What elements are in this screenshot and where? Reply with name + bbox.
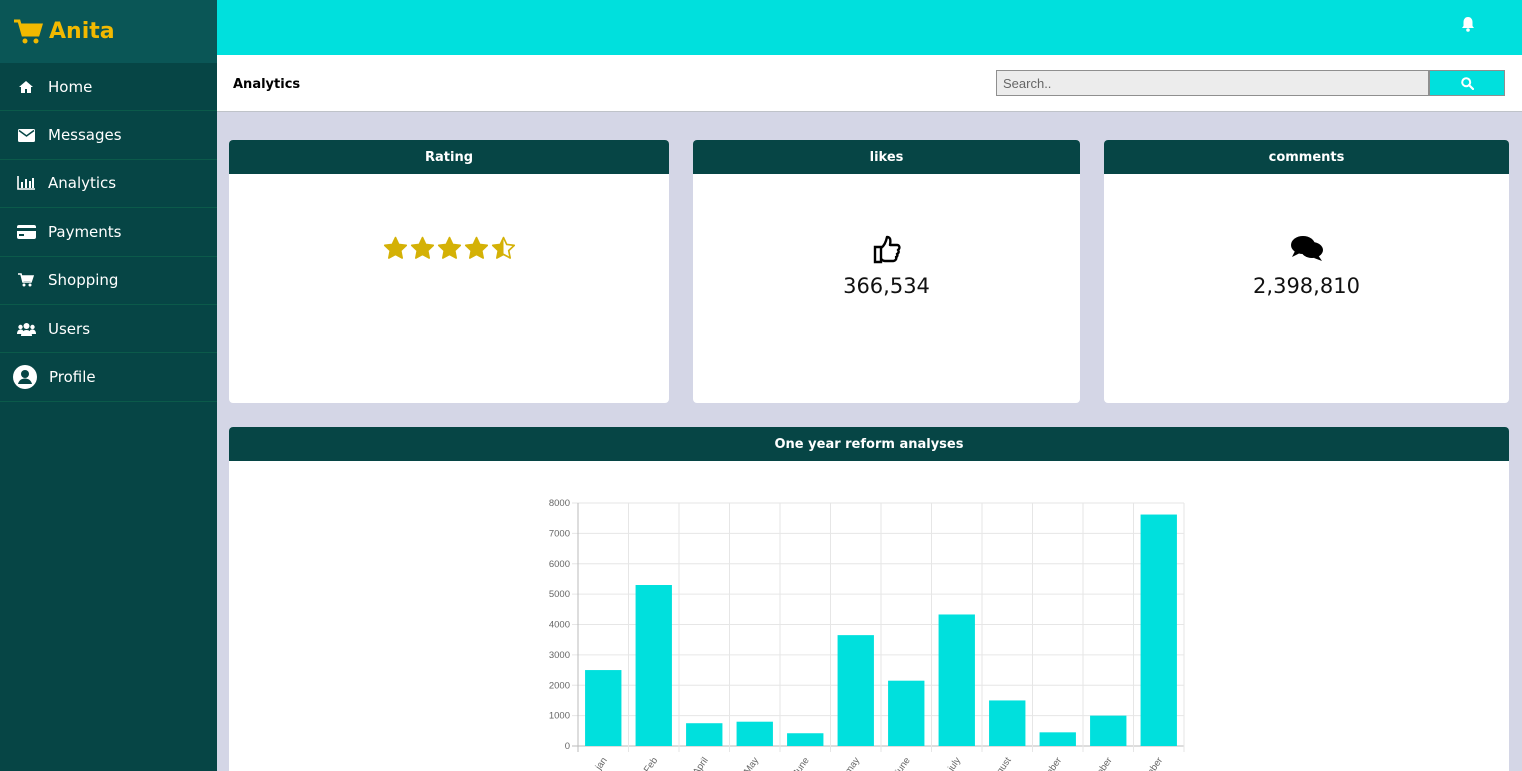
brand[interactable]: Anita xyxy=(0,0,217,63)
x-tick-label: April xyxy=(691,755,711,771)
page-title: Analytics xyxy=(233,77,301,92)
y-tick-label: 0 xyxy=(565,741,570,752)
search-button[interactable] xyxy=(1429,70,1505,96)
bell-icon[interactable] xyxy=(1461,16,1475,32)
star-full-icon xyxy=(464,236,488,259)
star-full-icon xyxy=(410,236,434,259)
x-tick-label: mber xyxy=(1144,755,1165,771)
sidebar-item-label: Profile xyxy=(49,368,96,387)
page-header: Analytics xyxy=(217,55,1522,112)
bar[interactable] xyxy=(1039,732,1076,746)
likes-card-title: likes xyxy=(693,140,1080,174)
sidebar-item-users[interactable]: Users xyxy=(0,305,217,354)
bar[interactable] xyxy=(989,700,1026,746)
bar[interactable] xyxy=(787,733,824,746)
bar[interactable] xyxy=(585,670,622,746)
bar[interactable] xyxy=(1140,514,1177,746)
star-full-icon xyxy=(437,236,461,259)
cart-icon xyxy=(16,270,36,290)
cart-icon xyxy=(14,19,43,43)
likes-card: likes 366,534 xyxy=(693,140,1080,403)
star-rating xyxy=(229,236,669,261)
y-tick-label: 7000 xyxy=(549,528,570,539)
bar[interactable] xyxy=(635,585,672,746)
x-tick-label: june xyxy=(893,755,913,771)
x-tick-label: May xyxy=(742,755,761,771)
x-tick-label: ober xyxy=(1095,755,1115,771)
sidebar-item-label: Messages xyxy=(48,126,122,145)
bar[interactable] xyxy=(837,635,874,746)
y-tick-label: 5000 xyxy=(549,589,570,600)
x-tick-label: july xyxy=(945,755,963,771)
bar-chart: 0 1000 2000 3000 4000 5000 6000 7000 8000 jan Feb A… xyxy=(549,498,1185,771)
bar-chart-icon xyxy=(16,173,36,193)
y-tick-label: 4000 xyxy=(549,620,570,631)
chart-card: One year reform analyses 0 1000 2000 3000 40… xyxy=(229,427,1509,771)
credit-card-icon xyxy=(16,222,36,242)
x-tick-label: Feb xyxy=(642,755,660,771)
sidebar-item-label: Payments xyxy=(48,222,122,241)
home-icon xyxy=(16,77,36,97)
comments-card-title: comments xyxy=(1104,140,1509,174)
x-tick-label: June xyxy=(791,755,812,771)
sidebar-item-label: Analytics xyxy=(48,174,117,193)
search-icon xyxy=(1460,76,1474,90)
bar[interactable] xyxy=(938,614,975,746)
comments-icon xyxy=(1104,234,1509,262)
likes-count: 366,534 xyxy=(843,274,930,298)
x-tick-label: ember xyxy=(1040,755,1064,771)
x-tick-label: ugust xyxy=(991,755,1014,771)
sidebar-item-label: Users xyxy=(48,319,91,338)
users-icon xyxy=(16,319,36,339)
user-circle-icon xyxy=(13,365,37,390)
thumbs-up-icon xyxy=(693,234,1080,264)
rating-card: Rating xyxy=(229,140,669,403)
y-tick-label: 6000 xyxy=(549,559,570,570)
sidebar-item-label: Shopping xyxy=(48,271,119,290)
sidebar: Anita Home Messages Analytics Payments S… xyxy=(0,0,217,771)
sidebar-item-home[interactable]: Home xyxy=(0,63,217,112)
sidebar-item-payments[interactable]: Payments xyxy=(0,208,217,257)
y-tick-label: 3000 xyxy=(549,650,570,661)
search-input[interactable] xyxy=(996,70,1429,96)
sidebar-item-shopping[interactable]: Shopping xyxy=(0,257,217,305)
comments-count: 2,398,810 xyxy=(1253,274,1360,298)
chart-card-title: One year reform analyses xyxy=(229,427,1509,461)
brand-name: Anita xyxy=(49,19,115,44)
star-full-icon xyxy=(383,236,407,259)
envelope-icon xyxy=(16,125,36,145)
bar[interactable] xyxy=(1090,715,1127,746)
bar[interactable] xyxy=(888,680,925,746)
comments-card: comments 2,398,810 xyxy=(1104,140,1509,403)
sidebar-item-profile[interactable]: Profile xyxy=(0,353,217,402)
x-tick-label: may xyxy=(843,755,862,771)
y-tick-label: 1000 xyxy=(549,711,570,722)
bar[interactable] xyxy=(686,723,723,746)
x-tick-label: jan xyxy=(593,755,610,771)
star-half-icon xyxy=(491,236,515,259)
sidebar-item-messages[interactable]: Messages xyxy=(0,111,217,160)
top-bar xyxy=(217,0,1522,55)
rating-card-title: Rating xyxy=(229,140,669,174)
y-tick-label: 8000 xyxy=(549,498,570,509)
y-tick-label: 2000 xyxy=(549,680,570,691)
sidebar-item-analytics[interactable]: Analytics xyxy=(0,160,217,209)
sidebar-item-label: Home xyxy=(48,77,93,96)
bar[interactable] xyxy=(736,721,773,746)
